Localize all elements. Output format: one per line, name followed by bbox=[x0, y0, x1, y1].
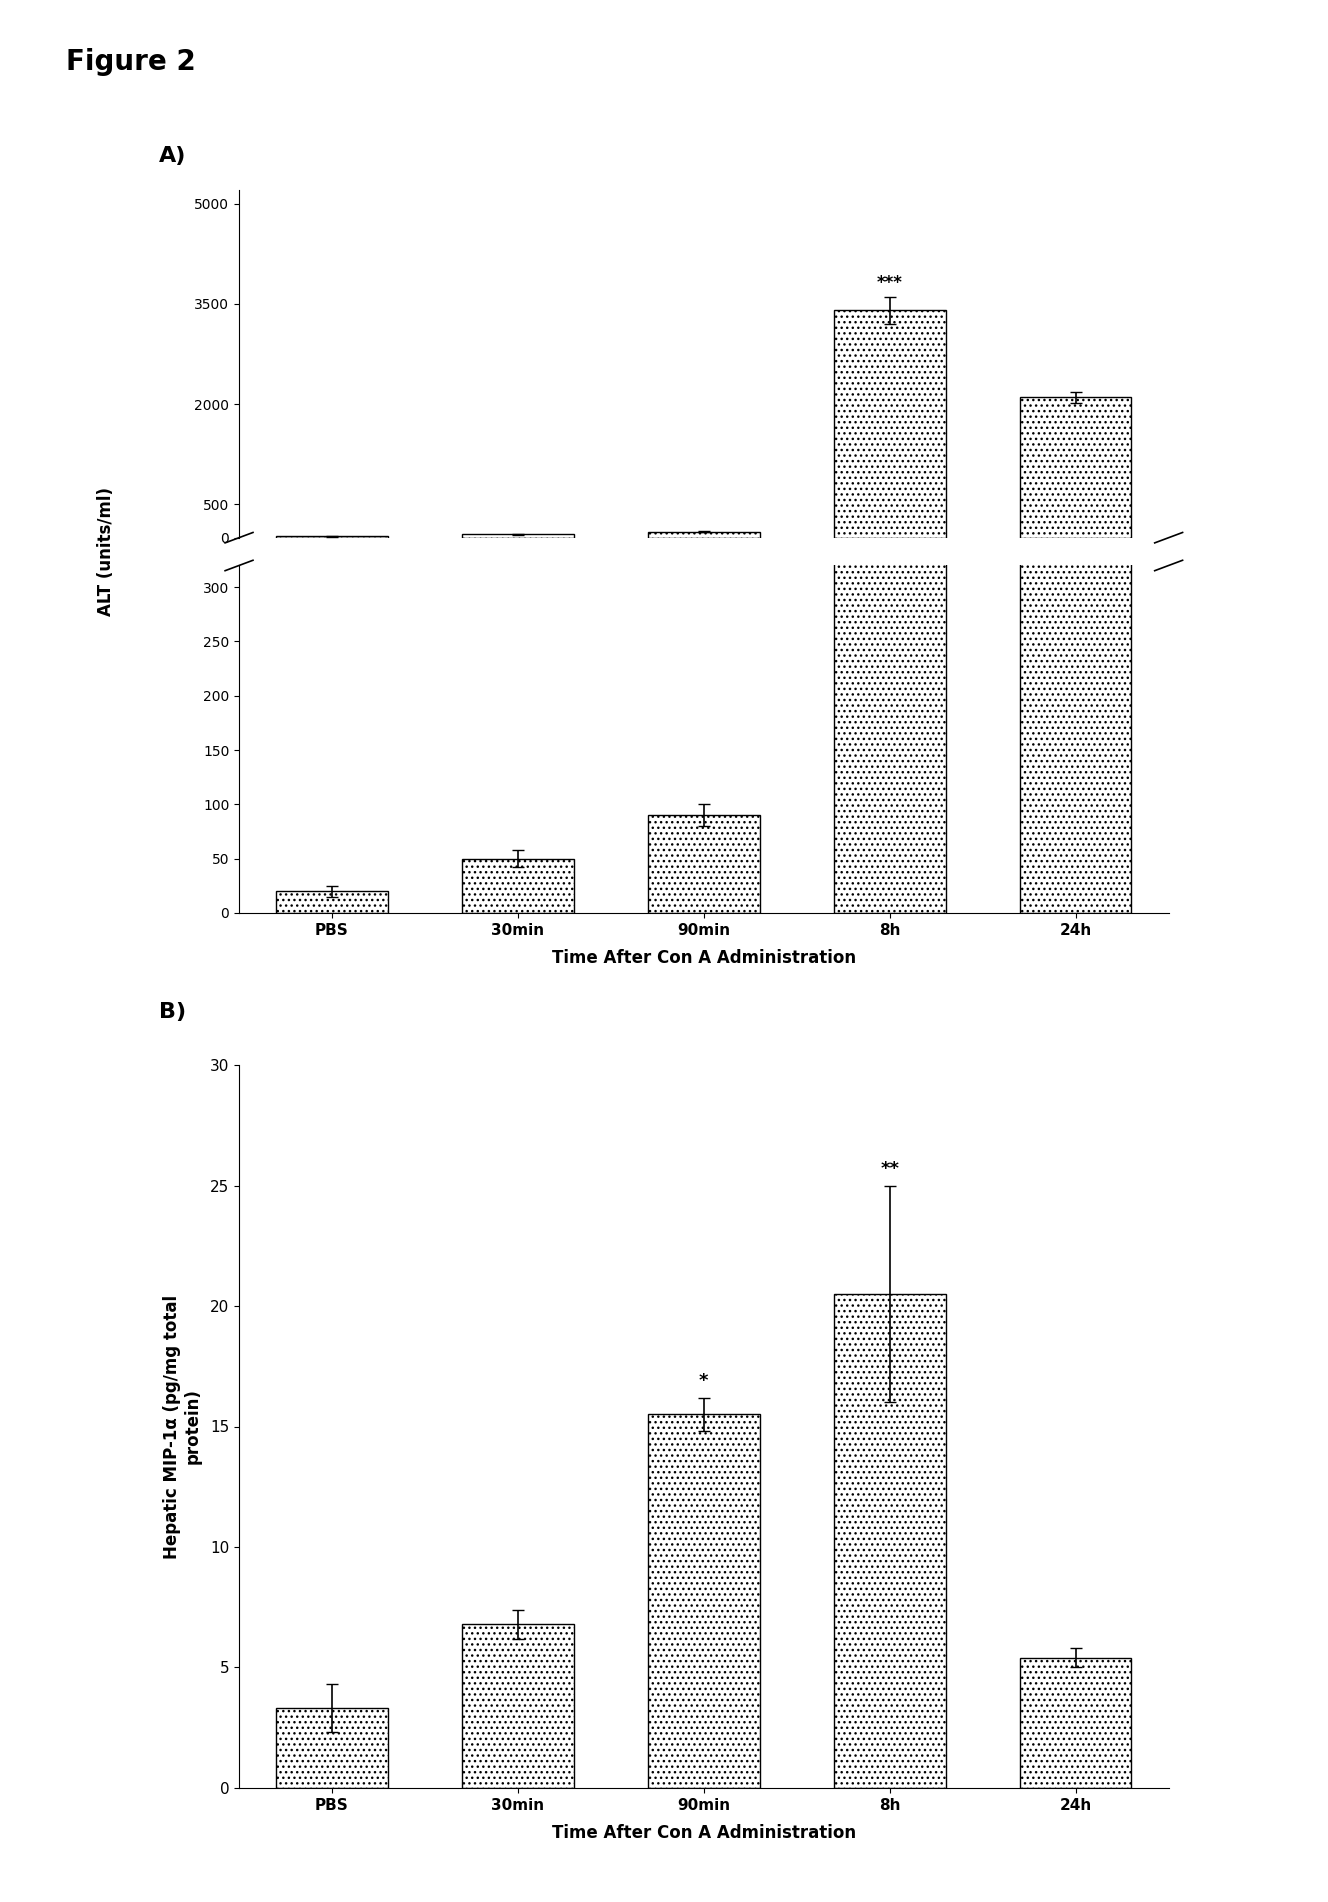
X-axis label: Time After Con A Administration: Time After Con A Administration bbox=[551, 1824, 857, 1841]
Bar bbox=[276, 1708, 388, 1788]
Bar bbox=[648, 533, 760, 538]
Bar bbox=[648, 816, 760, 913]
Bar bbox=[1020, 398, 1131, 538]
Bar bbox=[834, 310, 946, 538]
Text: *: * bbox=[699, 1373, 709, 1390]
Text: ALT (units/ml): ALT (units/ml) bbox=[97, 487, 116, 616]
Bar bbox=[462, 858, 574, 913]
Bar bbox=[834, 1293, 946, 1788]
Text: ***: *** bbox=[876, 274, 903, 291]
Bar bbox=[276, 892, 388, 913]
Text: **: ** bbox=[880, 1160, 899, 1179]
Bar bbox=[1020, 0, 1131, 913]
Bar bbox=[462, 534, 574, 538]
Bar bbox=[462, 1624, 574, 1788]
Y-axis label: Hepatic MIP-1α (pg/mg total
protein): Hepatic MIP-1α (pg/mg total protein) bbox=[163, 1295, 202, 1558]
Text: Figure 2: Figure 2 bbox=[66, 48, 197, 76]
X-axis label: Time After Con A Administration: Time After Con A Administration bbox=[551, 949, 857, 966]
Bar bbox=[834, 0, 946, 913]
Text: B): B) bbox=[159, 1002, 186, 1021]
Bar bbox=[648, 1415, 760, 1788]
Text: A): A) bbox=[159, 146, 187, 165]
Bar bbox=[1020, 1659, 1131, 1788]
